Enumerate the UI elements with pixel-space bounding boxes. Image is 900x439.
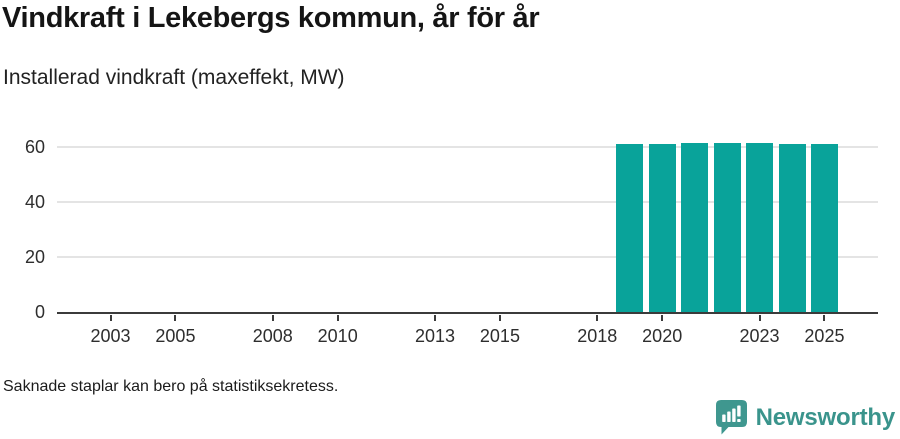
x-axis-tick-2018 xyxy=(596,314,599,321)
bar-2025 xyxy=(810,143,838,312)
x-axis-tick-2023 xyxy=(758,314,761,321)
bar-2019 xyxy=(616,143,644,312)
x-axis-tick-label-2023: 2023 xyxy=(739,326,780,346)
y-axis-tick-label-60: 60 xyxy=(24,137,45,157)
gridline-y-20 xyxy=(57,256,878,258)
x-axis-tick-label-2003: 2003 xyxy=(90,326,131,346)
x-axis-tick-label-2020: 2020 xyxy=(642,326,683,346)
x-axis-tick-label-2005: 2005 xyxy=(155,326,196,346)
y-axis-tick-label-0: 0 xyxy=(34,302,45,322)
plot-area xyxy=(57,125,878,314)
newsworthy-logo-link[interactable]: Newsworthy xyxy=(715,399,895,436)
x-axis-tick-2020 xyxy=(661,314,664,321)
chart-footnote: Saknade staplar kan bero på statistiksek… xyxy=(3,378,339,395)
x-axis-tick-2015 xyxy=(498,314,501,321)
x-axis-tick-2025 xyxy=(823,314,826,321)
x-axis-tick-label-2025: 2025 xyxy=(804,326,845,346)
bar-chart-speech-bubble-icon xyxy=(715,399,748,436)
x-axis-tick-2005 xyxy=(174,314,177,321)
x-axis-tick-2008 xyxy=(271,314,274,321)
x-axis-tick-label-2015: 2015 xyxy=(479,326,520,346)
bar-2024 xyxy=(778,143,806,312)
x-axis-tick-2013 xyxy=(434,314,437,321)
page-title: Vindkraft i Lekebergs kommun, år för år xyxy=(2,2,540,34)
y-axis-tick-label-20: 20 xyxy=(24,247,45,267)
bar-chart: 0 20 40 60 2003 2005 2008 2010 2013 2015 2018 2020 2… xyxy=(0,125,900,360)
x-axis-tick-2010 xyxy=(336,314,339,321)
gridline-y-40 xyxy=(57,201,878,203)
x-axis-tick-label-2008: 2008 xyxy=(252,326,293,346)
x-axis-tick-label-2010: 2010 xyxy=(317,326,358,346)
gridline-y-60 xyxy=(57,146,878,148)
x-axis-tick-label-2013: 2013 xyxy=(415,326,456,346)
chart-subtitle: Installerad vindkraft (maxeffekt, MW) xyxy=(3,66,345,89)
bar-2022 xyxy=(713,142,741,312)
bar-2021 xyxy=(681,142,709,312)
x-axis-tick-label-2018: 2018 xyxy=(577,326,618,346)
bar-2023 xyxy=(746,142,774,312)
newsworthy-wordmark: Newsworthy xyxy=(755,403,896,431)
bar-2020 xyxy=(648,143,676,312)
x-axis-tick-2003 xyxy=(109,314,112,321)
y-axis-tick-label-40: 40 xyxy=(24,192,45,212)
